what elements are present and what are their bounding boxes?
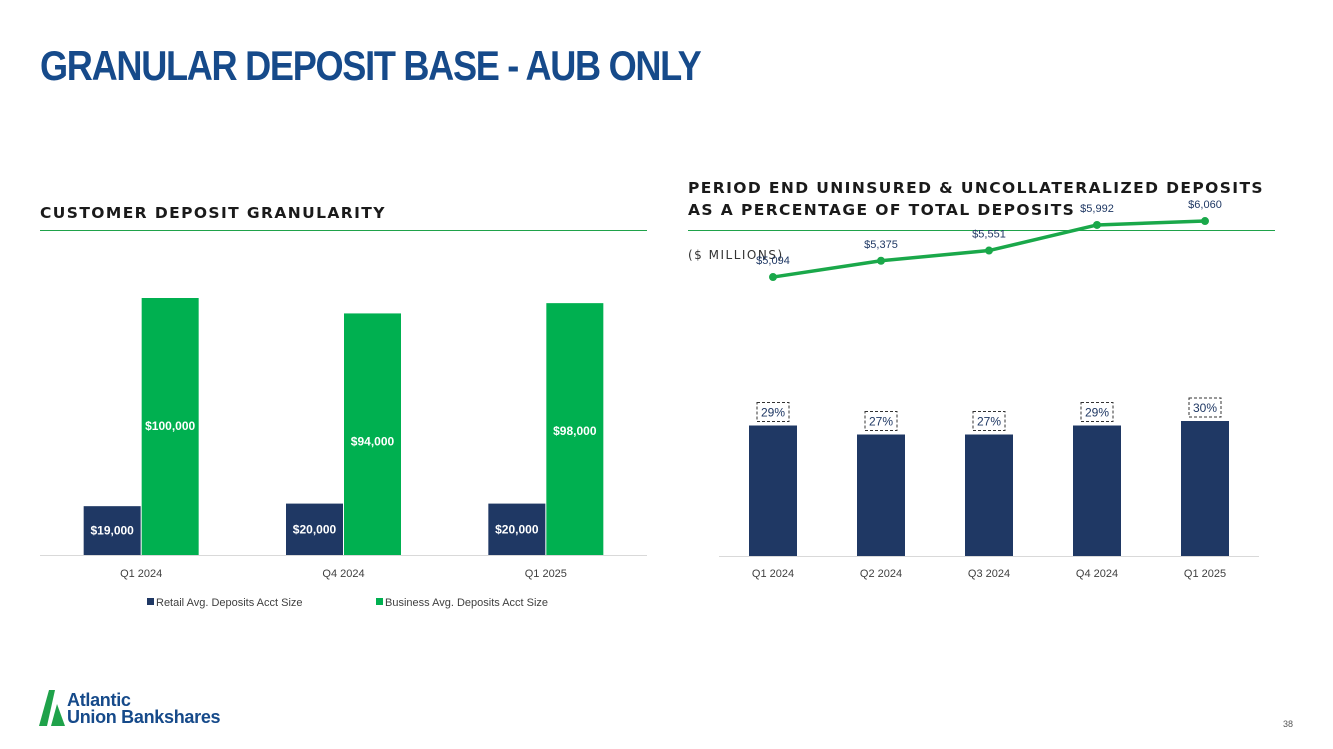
bar-business-2 — [546, 303, 604, 555]
pct-label-2: 27% — [977, 415, 1001, 429]
left-chart-title: CUSTOMER DEPOSIT GRANULARITY — [40, 204, 386, 222]
bar-label-retail-2: $20,000 — [495, 522, 539, 536]
right-chart-subtitle: ($ MILLIONS) — [688, 248, 784, 262]
deposits-label-4: $6,060 — [1188, 199, 1222, 211]
bar-label-business-1: $94,000 — [351, 434, 395, 448]
left-x-tick-label-1: Q4 2024 — [322, 568, 364, 580]
pct-bar-2 — [965, 434, 1013, 556]
logo-text-line2: Union Bankshares — [67, 707, 221, 727]
bar-retail-0 — [83, 506, 141, 555]
pct-label-3: 29% — [1085, 406, 1109, 420]
logo-text: Atlantic Union Bankshares — [67, 690, 221, 727]
page-title: GRANULAR DEPOSIT BASE - AUB ONLY — [40, 42, 702, 89]
legend-label-0: Retail Avg. Deposits Acct Size — [156, 597, 303, 609]
pct-label-1: 27% — [869, 415, 893, 429]
bar-retail-2 — [488, 503, 546, 555]
logo-mark-icon — [39, 690, 65, 726]
deposits-point-2 — [985, 246, 993, 255]
pct-label-box-4 — [1188, 397, 1222, 418]
right-chart-title-line2: AS A PERCENTAGE OF TOTAL DEPOSITS — [688, 201, 1076, 219]
deposits-point-1 — [877, 256, 885, 265]
logo-text-line1: Atlantic — [67, 690, 131, 710]
pct-label-box-2 — [972, 411, 1006, 431]
deposits-point-0 — [769, 273, 777, 282]
pct-label-box-1 — [864, 411, 898, 431]
legend-swatch-1 — [376, 598, 383, 605]
deposits-label-2: $5,551 — [972, 229, 1006, 241]
deposits-label-3: $5,992 — [1080, 203, 1114, 215]
bar-business-0 — [141, 298, 199, 555]
right-x-tick-label-4: Q1 2025 — [1184, 568, 1226, 580]
legend-label-1: Business Avg. Deposits Acct Size — [385, 597, 548, 609]
pct-bar-1 — [857, 434, 905, 556]
bar-label-retail-1: $20,000 — [293, 522, 337, 536]
bar-retail-1 — [286, 503, 343, 555]
right-x-tick-label-2: Q3 2024 — [968, 568, 1010, 580]
page-number: 38 — [1282, 719, 1293, 729]
deposits-point-3 — [1093, 220, 1101, 229]
right-title-rule — [688, 230, 1275, 231]
right-chart-title-line1: PERIOD END UNINSURED & UNCOLLATERALIZED … — [688, 179, 1264, 197]
left-title-rule — [40, 230, 647, 231]
right-x-tick-label-0: Q1 2024 — [752, 568, 794, 580]
bar-label-retail-0: $19,000 — [90, 524, 134, 538]
bar-label-business-2: $98,000 — [553, 424, 597, 438]
right-x-tick-label-1: Q2 2024 — [860, 568, 902, 580]
deposits-label-0: $5,094 — [756, 255, 790, 267]
legend-swatch-0 — [147, 598, 154, 605]
pct-label-0: 29% — [761, 406, 785, 420]
bar-business-1 — [344, 313, 401, 555]
right-x-tick-label-3: Q4 2024 — [1076, 568, 1118, 580]
deposits-point-4 — [1201, 217, 1209, 226]
pct-bar-0 — [749, 425, 797, 556]
pct-label-4: 30% — [1193, 401, 1217, 415]
bar-label-business-0: $100,000 — [145, 419, 195, 433]
right-chart-title: PERIOD END UNINSURED & UNCOLLATERALIZED … — [688, 177, 1264, 221]
left-x-tick-label-0: Q1 2024 — [120, 568, 162, 580]
pct-label-box-0 — [756, 402, 790, 422]
pct-label-box-3 — [1080, 402, 1114, 422]
left-x-tick-label-2: Q1 2025 — [525, 568, 567, 580]
deposits-label-1: $5,375 — [864, 239, 898, 251]
pct-bar-3 — [1073, 425, 1121, 556]
pct-bar-4 — [1181, 421, 1229, 556]
